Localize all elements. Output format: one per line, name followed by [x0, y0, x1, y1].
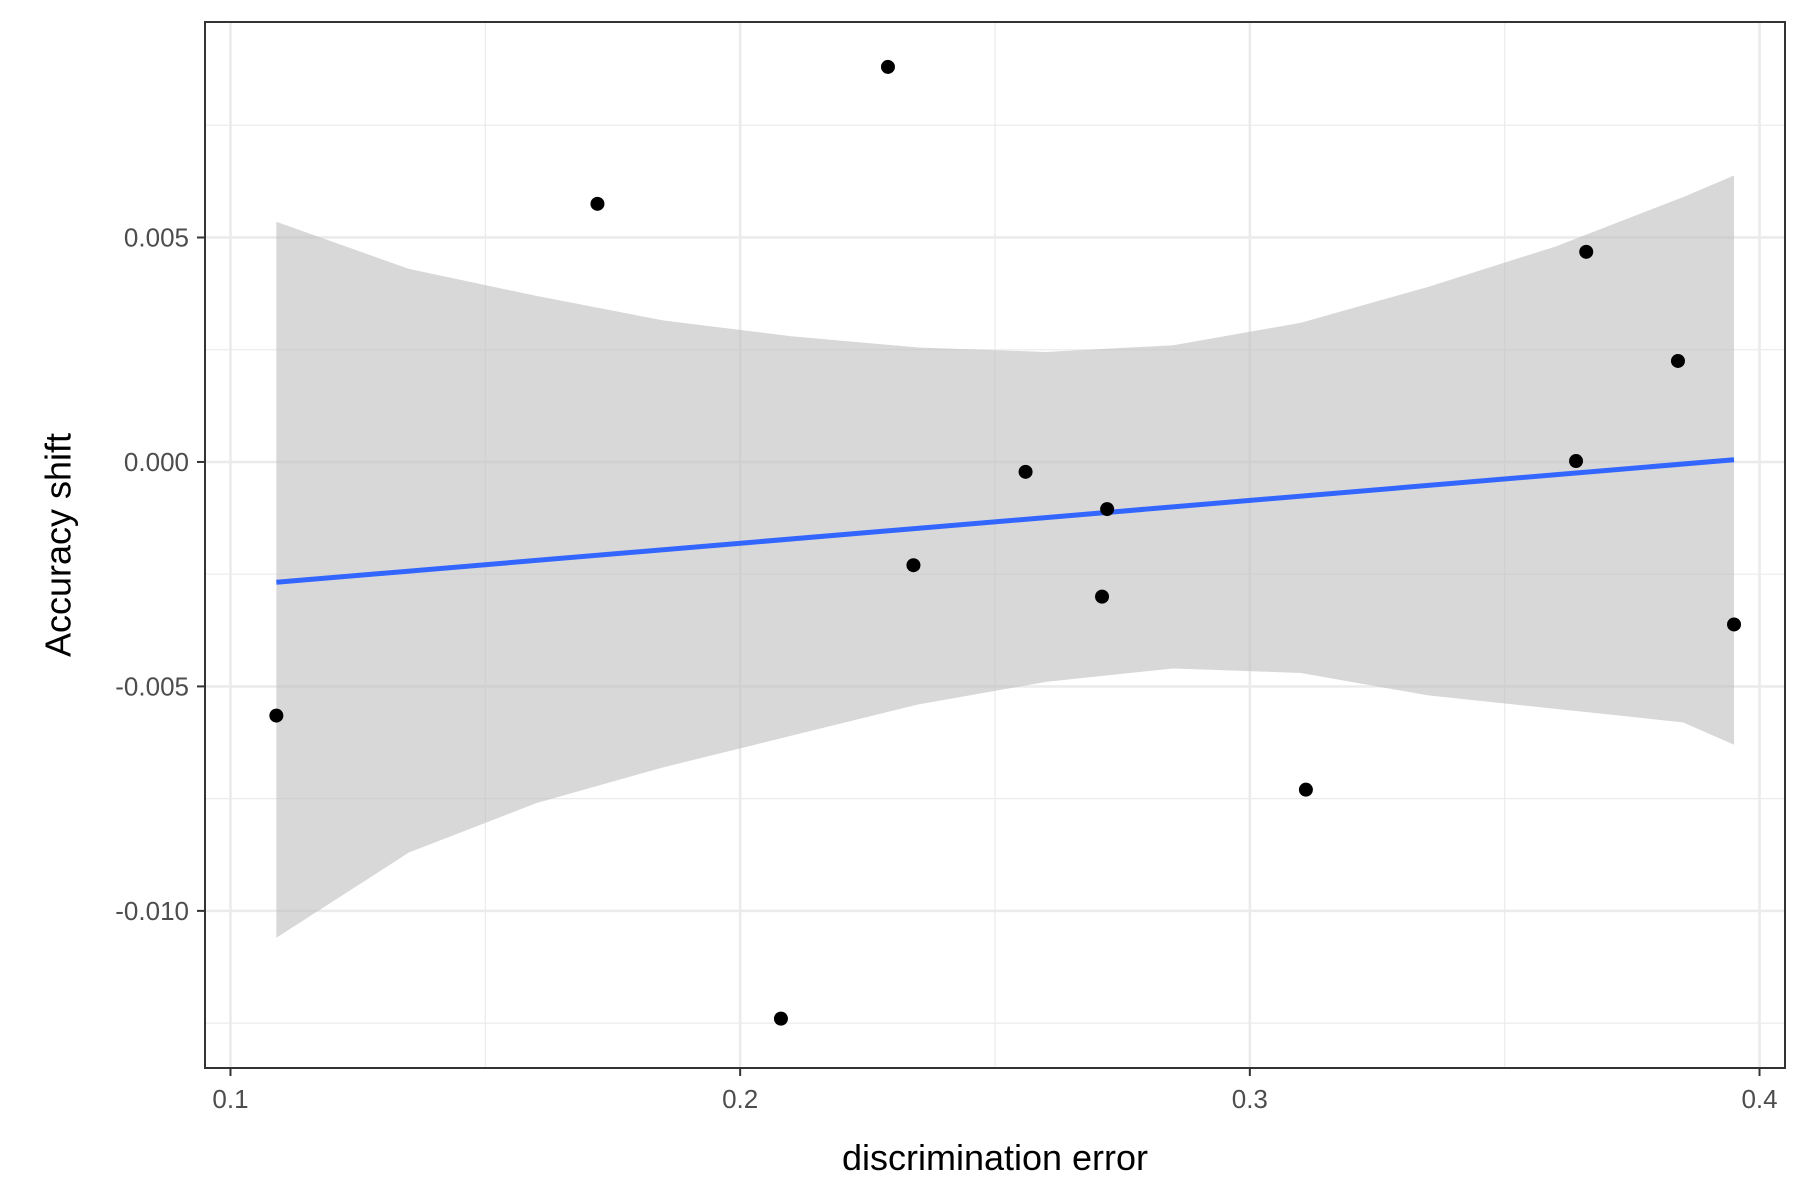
x-tick-label-1: 0.2	[722, 1084, 758, 1114]
data-point-6	[1095, 589, 1110, 604]
data-point-9	[1569, 454, 1584, 469]
confidence-band	[276, 175, 1735, 938]
axes: 0.1 0.2 0.3 0.4 -0.010 -0.005 0.000 0.005	[115, 222, 1777, 1114]
x-tick-label-0: 0.1	[212, 1084, 248, 1114]
data-point-5	[1018, 464, 1033, 479]
confidence-band-layer	[276, 175, 1735, 938]
y-tick-label-3: 0.005	[124, 222, 189, 252]
data-point-7	[1100, 502, 1115, 517]
trend-line	[276, 457, 1735, 585]
data-point-10	[1579, 244, 1594, 259]
data-point-3	[880, 59, 895, 74]
data-point-11	[1670, 353, 1685, 368]
data-point-4	[906, 558, 921, 573]
trend-line-layer	[276, 457, 1735, 585]
data-point-12	[1727, 617, 1742, 632]
data-point-0	[269, 708, 284, 723]
y-axis-title: Accuracy shift	[38, 433, 79, 657]
data-point-1	[590, 196, 605, 211]
data-point-2	[773, 1011, 788, 1026]
x-tick-label-3: 0.4	[1741, 1084, 1777, 1114]
data-points	[269, 59, 1742, 1026]
y-tick-label-2: 0.000	[124, 447, 189, 477]
data-point-8	[1298, 782, 1313, 797]
y-tick-label-1: -0.005	[115, 671, 189, 701]
plot-panel-border	[204, 21, 1786, 1069]
x-axis-title: discrimination error	[842, 1137, 1148, 1178]
y-tick-label-0: -0.010	[115, 896, 189, 926]
x-tick-label-2: 0.3	[1232, 1084, 1268, 1114]
